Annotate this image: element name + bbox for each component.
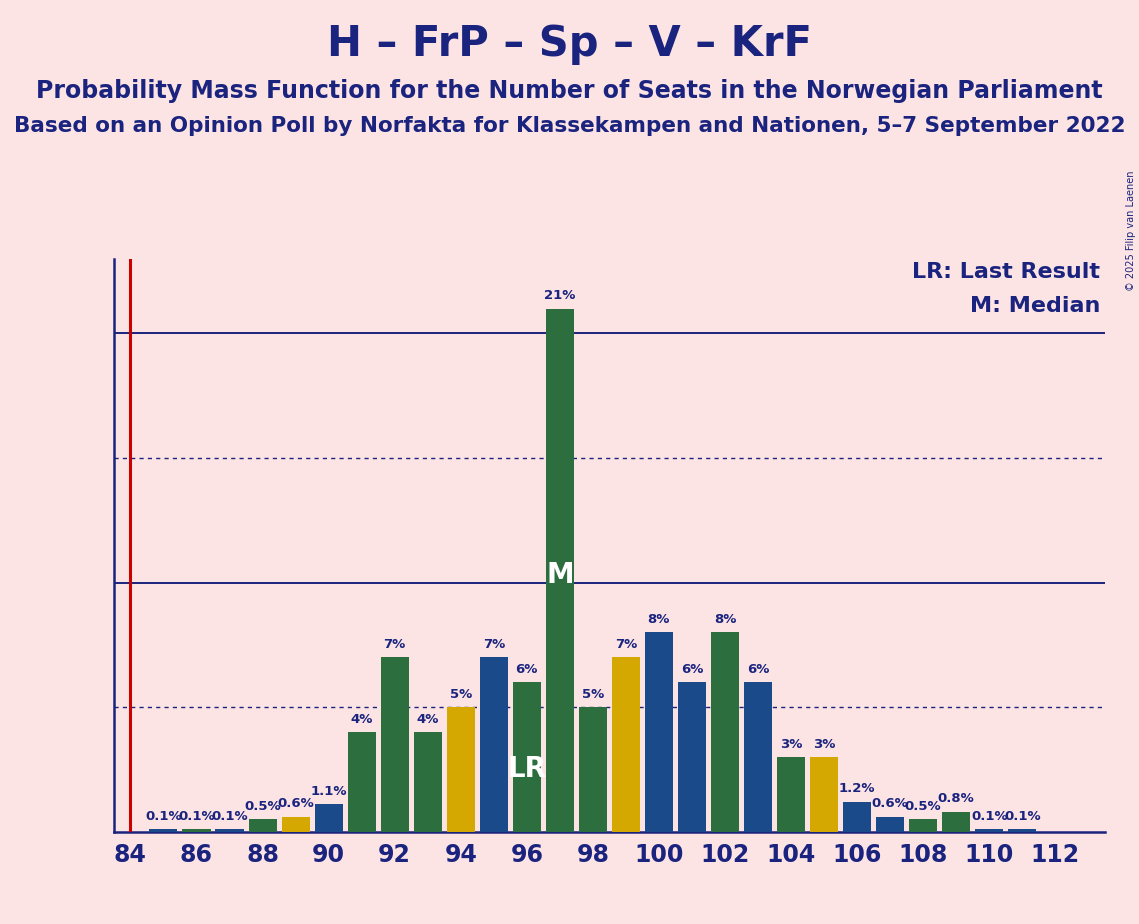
Text: 0.5%: 0.5% xyxy=(904,800,942,813)
Text: 5%: 5% xyxy=(582,687,604,700)
Bar xyxy=(777,757,805,832)
Bar xyxy=(413,732,442,832)
Text: 1.1%: 1.1% xyxy=(310,785,347,798)
Bar xyxy=(480,657,508,832)
Bar xyxy=(678,682,706,832)
Text: 4%: 4% xyxy=(417,712,439,725)
Text: H – FrP – Sp – V – KrF: H – FrP – Sp – V – KrF xyxy=(327,23,812,65)
Bar xyxy=(347,732,376,832)
Text: 7%: 7% xyxy=(615,638,637,651)
Text: 3%: 3% xyxy=(813,737,835,750)
Bar xyxy=(248,820,277,832)
Bar xyxy=(810,757,838,832)
Bar xyxy=(446,707,475,832)
Text: M: M xyxy=(546,561,574,590)
Bar xyxy=(942,811,970,832)
Bar xyxy=(182,829,211,832)
Text: 0.6%: 0.6% xyxy=(277,797,314,810)
Text: 1.2%: 1.2% xyxy=(838,783,876,796)
Text: M: Median: M: Median xyxy=(969,296,1100,316)
Bar xyxy=(513,682,541,832)
Text: 7%: 7% xyxy=(384,638,405,651)
Bar xyxy=(711,632,739,832)
Text: 0.6%: 0.6% xyxy=(871,797,909,810)
Bar xyxy=(612,657,640,832)
Text: 0.1%: 0.1% xyxy=(1003,809,1041,823)
Bar xyxy=(909,820,937,832)
Text: LR: Last Result: LR: Last Result xyxy=(912,261,1100,282)
Text: 8%: 8% xyxy=(648,614,670,626)
Text: 0.8%: 0.8% xyxy=(937,793,975,806)
Text: 6%: 6% xyxy=(747,663,769,676)
Bar xyxy=(314,804,343,832)
Text: LR: LR xyxy=(507,755,547,783)
Text: 0.1%: 0.1% xyxy=(178,809,215,823)
Bar xyxy=(645,632,673,832)
Text: 21%: 21% xyxy=(544,289,575,302)
Text: 0.5%: 0.5% xyxy=(244,800,281,813)
Bar xyxy=(579,707,607,832)
Text: 0.1%: 0.1% xyxy=(145,809,182,823)
Text: 6%: 6% xyxy=(681,663,703,676)
Bar xyxy=(744,682,772,832)
Text: 6%: 6% xyxy=(516,663,538,676)
Bar xyxy=(380,657,409,832)
Text: 0.1%: 0.1% xyxy=(211,809,248,823)
Text: 4%: 4% xyxy=(351,712,372,725)
Bar xyxy=(546,309,574,832)
Text: 7%: 7% xyxy=(483,638,505,651)
Text: 8%: 8% xyxy=(714,614,736,626)
Text: Based on an Opinion Poll by Norfakta for Klassekampen and Nationen, 5–7 Septembe: Based on an Opinion Poll by Norfakta for… xyxy=(14,116,1125,136)
Text: 5%: 5% xyxy=(450,687,472,700)
Bar xyxy=(876,817,904,832)
Text: 0.1%: 0.1% xyxy=(970,809,1008,823)
Text: 3%: 3% xyxy=(780,737,802,750)
Bar xyxy=(281,817,310,832)
Bar xyxy=(843,802,871,832)
Bar xyxy=(215,829,244,832)
Bar xyxy=(149,829,178,832)
Bar xyxy=(1008,829,1036,832)
Bar xyxy=(975,829,1003,832)
Text: Probability Mass Function for the Number of Seats in the Norwegian Parliament: Probability Mass Function for the Number… xyxy=(36,79,1103,103)
Text: © 2025 Filip van Laenen: © 2025 Filip van Laenen xyxy=(1126,171,1136,291)
